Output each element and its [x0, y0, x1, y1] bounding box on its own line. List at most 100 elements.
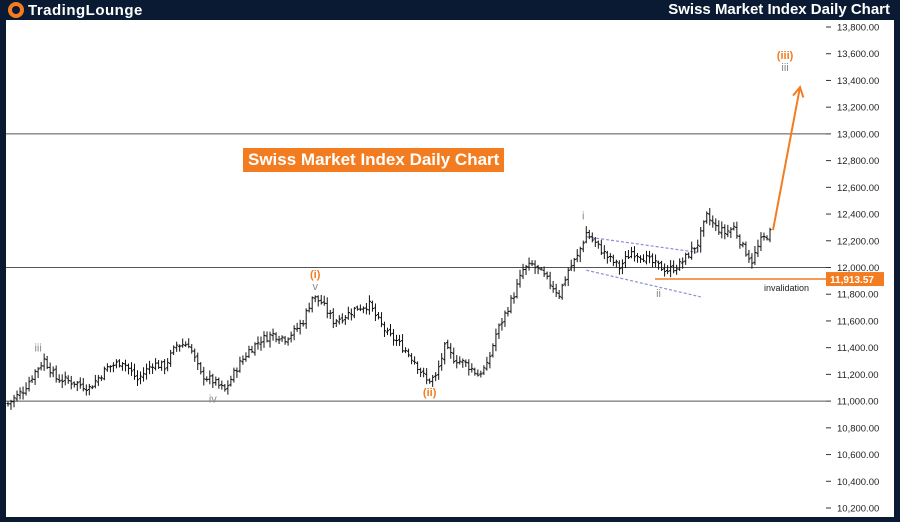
ohlc-bar: [262, 331, 266, 348]
ohlc-bar: [732, 222, 736, 231]
plot-area[interactable]: [6, 20, 826, 517]
wave-label: v: [312, 281, 318, 293]
ohlc-bar: [120, 362, 125, 371]
ohlc-bar: [57, 374, 61, 383]
ohlc-bar: [268, 331, 272, 348]
ohlc-bar: [181, 338, 185, 348]
logo-text: TradingLounge: [28, 1, 143, 19]
ohlc-bar: [78, 377, 82, 389]
ohlc-bar: [316, 295, 320, 307]
ohlc-bar: [644, 250, 649, 265]
ohlc-bar: [578, 246, 582, 263]
ohlc-bar: [75, 380, 79, 392]
ohlc-bar: [449, 343, 453, 359]
ohlc-bar: [443, 341, 447, 365]
ohlc-bar: [313, 295, 317, 303]
ohlc-bar: [497, 323, 501, 339]
wave-label: (iii): [777, 50, 794, 62]
ohlc-bar: [596, 240, 600, 249]
ohlc-bar: [641, 254, 646, 263]
ohlc-bar: [193, 348, 197, 362]
ohlc-bar: [759, 232, 763, 252]
ohlc-bar: [178, 344, 182, 352]
ohlc-bar: [575, 249, 579, 263]
ohlc-bar: [114, 359, 119, 369]
ohlc-bar: [584, 226, 588, 244]
ohlc-bar: [687, 252, 691, 259]
ohlc-bar: [352, 306, 356, 319]
ohlc-bar: [147, 360, 152, 375]
ohlc-bar: [90, 385, 94, 390]
ohlc-bar: [202, 366, 206, 386]
ohlc-bar: [464, 359, 468, 367]
ohlc-bar: [566, 267, 570, 287]
ohlc-bar: [425, 368, 429, 385]
ohlc-bar: [726, 224, 730, 238]
ohlc-bar: [485, 356, 489, 371]
ohlc-bar: [45, 355, 49, 370]
ohlc-bar: [81, 377, 85, 392]
ohlc-bar: [431, 374, 435, 387]
ohlc-bar: [738, 234, 742, 249]
ohlc-bar: [419, 367, 423, 377]
ohlc-bar: [744, 241, 748, 257]
ohlc-bar: [440, 353, 444, 371]
ohlc-bar: [662, 263, 667, 277]
logo-mark-icon: [8, 2, 24, 18]
price-axis[interactable]: [826, 20, 894, 517]
ohlc-bar: [400, 334, 405, 353]
ohlc-bar: [367, 295, 372, 315]
ohlc-bar: [153, 358, 158, 371]
ohlc-bar: [379, 312, 384, 328]
ohlc-bar: [473, 367, 477, 376]
ohlc-bar: [60, 374, 64, 389]
price-bars: [6, 208, 772, 410]
ohlc-bar: [524, 264, 528, 276]
ohlc-bar: [325, 297, 329, 319]
ohlc-bar: [346, 306, 350, 320]
ohlc-bar: [747, 249, 751, 263]
ohlc-bar: [397, 334, 402, 346]
ohlc-bar: [693, 247, 697, 254]
projection-arrow: [772, 85, 805, 231]
y-tick-label: 13,200.00: [837, 103, 879, 114]
ohlc-bar: [36, 367, 40, 379]
ohlc-bar: [289, 331, 293, 343]
ohlc-bar: [548, 271, 552, 290]
ohlc-bar: [364, 302, 369, 315]
ohlc-bar: [24, 382, 28, 396]
ohlc-bar: [135, 370, 140, 386]
ohlc-bar: [506, 306, 510, 317]
ohlc-bar: [593, 237, 597, 247]
ohlc-bar: [382, 321, 387, 338]
wave-label: iii: [781, 62, 788, 74]
ohlc-bar: [590, 232, 594, 243]
ohlc-bar: [144, 363, 149, 380]
ohlc-bar: [428, 378, 432, 384]
ohlc-bar: [656, 260, 661, 270]
y-axis-ticks: 13,800.00 13,600.00 13,400.00 13,200.00 13,0…: [826, 23, 879, 515]
invalidation-price-label: 11,913.57: [830, 275, 874, 286]
ohlc-bar: [482, 365, 486, 376]
ohlc-bar: [762, 232, 766, 241]
ohlc-bar: [187, 338, 191, 349]
chart-title: Swiss Market Index Daily Chart: [243, 148, 505, 172]
ohlc-bar: [277, 335, 281, 345]
y-tick-label: 12,600.00: [837, 183, 879, 194]
ohlc-bar: [235, 367, 239, 378]
ohlc-bar: [690, 241, 694, 260]
ohlc-bar: [247, 345, 251, 359]
wave-label: ii: [656, 288, 661, 300]
y-tick-label: 11,200.00: [837, 370, 879, 381]
ohlc-bar: [9, 399, 13, 410]
ohlc-bar: [434, 372, 438, 382]
ohlc-bar: [69, 375, 73, 390]
y-tick-label: 12,400.00: [837, 210, 879, 221]
ohlc-bar: [72, 381, 76, 388]
ohlc-bar: [488, 351, 492, 369]
ohlc-bar: [84, 384, 88, 396]
ohlc-bar: [608, 253, 612, 263]
ohlc-bar: [723, 224, 727, 240]
ohlc-bar: [93, 374, 97, 389]
ohlc-bar: [602, 245, 606, 260]
